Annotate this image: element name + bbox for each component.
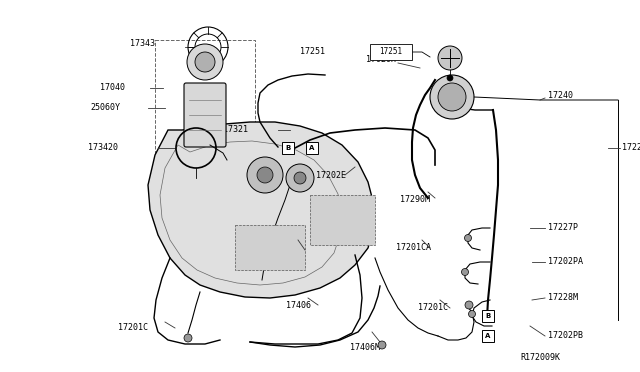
Circle shape: [187, 44, 223, 80]
Text: A: A: [309, 145, 315, 151]
FancyBboxPatch shape: [370, 44, 412, 60]
FancyBboxPatch shape: [310, 195, 375, 245]
Text: B: B: [485, 313, 491, 319]
Text: 25060Y: 25060Y: [90, 103, 120, 112]
Text: 17201C: 17201C: [118, 324, 148, 333]
FancyBboxPatch shape: [482, 330, 494, 342]
FancyBboxPatch shape: [184, 83, 226, 147]
Text: 17202E: 17202E: [316, 170, 346, 180]
Text: 17227P: 17227P: [548, 224, 578, 232]
Circle shape: [195, 52, 215, 72]
Text: 17201C: 17201C: [418, 304, 448, 312]
Circle shape: [430, 75, 474, 119]
Text: 17321: 17321: [223, 125, 248, 135]
Text: R172009K: R172009K: [520, 353, 560, 362]
Circle shape: [468, 311, 476, 317]
FancyBboxPatch shape: [482, 310, 494, 322]
Text: 17201: 17201: [270, 246, 295, 254]
Circle shape: [286, 164, 314, 192]
FancyBboxPatch shape: [282, 142, 294, 154]
Circle shape: [184, 334, 192, 342]
Text: 17290M: 17290M: [400, 196, 430, 205]
Circle shape: [465, 234, 472, 241]
Text: 173420: 173420: [88, 144, 118, 153]
Text: 17251: 17251: [380, 48, 403, 57]
Text: B: B: [285, 145, 291, 151]
Text: A: A: [485, 333, 491, 339]
Text: 17406: 17406: [286, 301, 311, 310]
Text: 17020H: 17020H: [366, 55, 396, 64]
Circle shape: [465, 301, 473, 309]
Text: 17406M: 17406M: [350, 343, 380, 353]
Text: 17040: 17040: [100, 83, 125, 93]
FancyBboxPatch shape: [235, 225, 305, 270]
Text: 172200: 172200: [622, 144, 640, 153]
Circle shape: [257, 167, 273, 183]
Text: 17201CA: 17201CA: [396, 244, 431, 253]
Text: 17202PB: 17202PB: [548, 331, 583, 340]
Text: 17343: 17343: [130, 39, 155, 48]
Text: 17240: 17240: [548, 92, 573, 100]
Circle shape: [461, 269, 468, 276]
Circle shape: [247, 157, 283, 193]
Text: 17251: 17251: [300, 48, 325, 57]
Polygon shape: [148, 122, 374, 298]
Circle shape: [447, 75, 453, 81]
Text: 17228M: 17228M: [548, 294, 578, 302]
Text: 17202PA: 17202PA: [548, 257, 583, 266]
Circle shape: [438, 83, 466, 111]
FancyBboxPatch shape: [306, 142, 318, 154]
Circle shape: [294, 172, 306, 184]
Circle shape: [378, 341, 386, 349]
Circle shape: [438, 46, 462, 70]
